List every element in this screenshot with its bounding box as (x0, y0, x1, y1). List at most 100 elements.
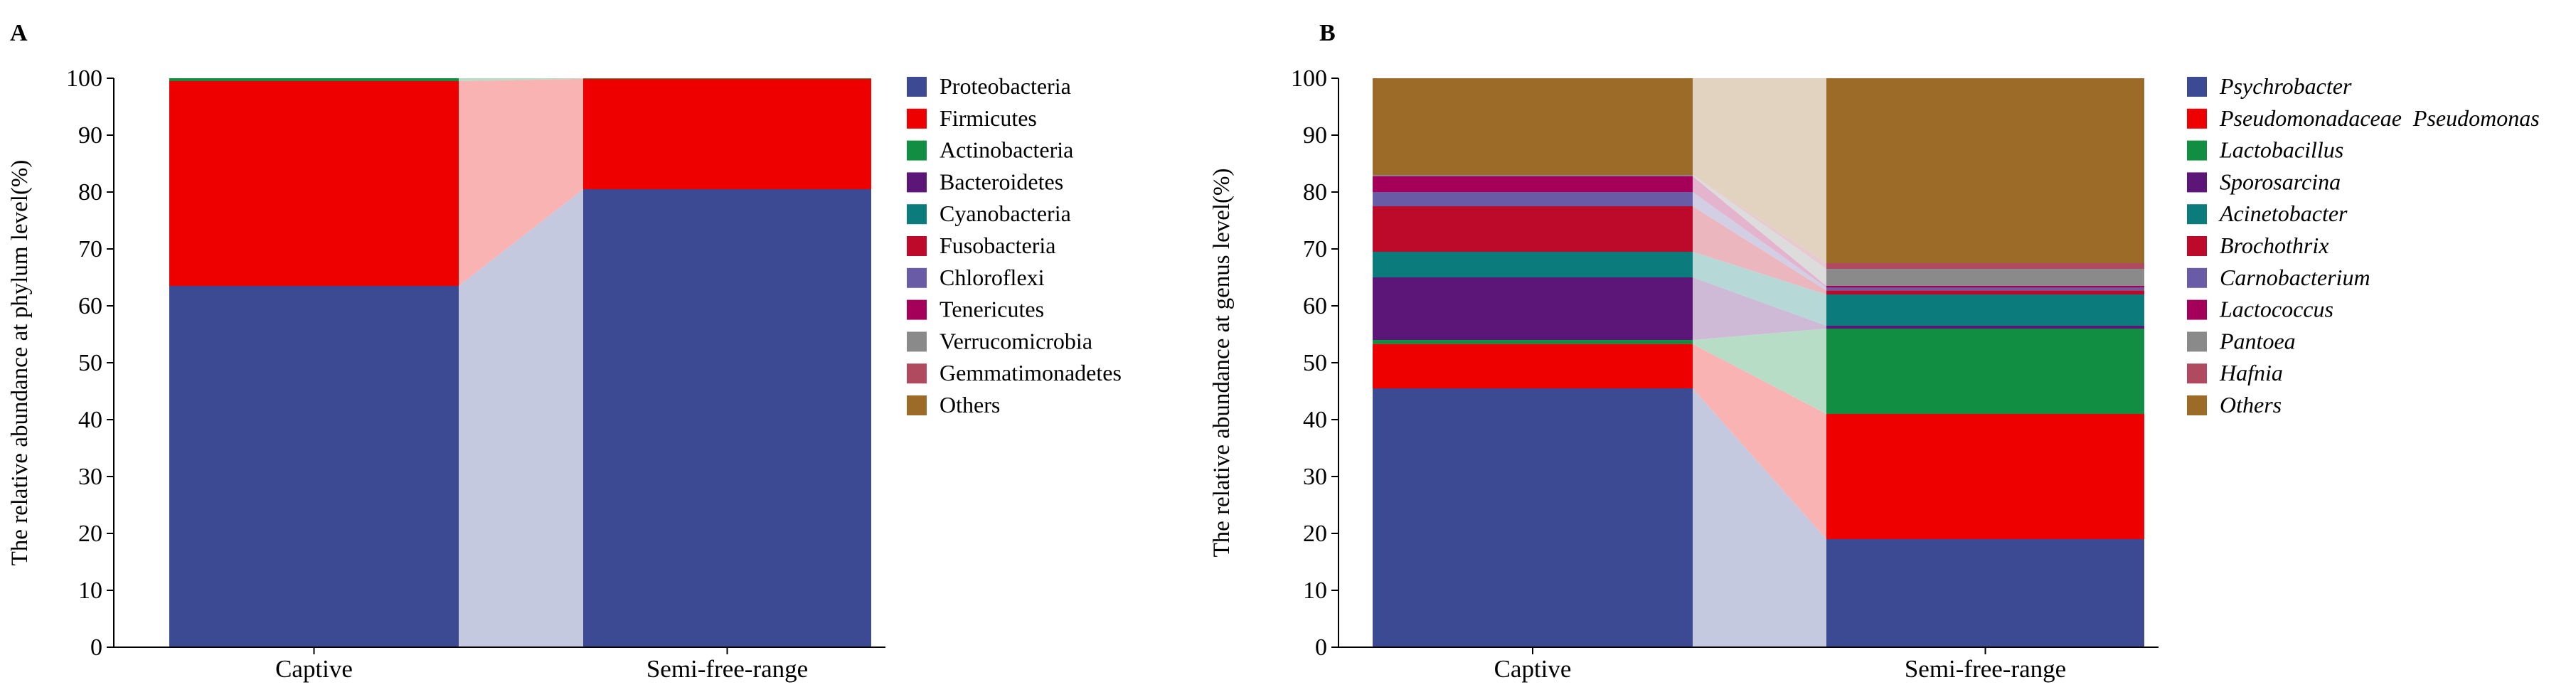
y-tick-label: 50 (1303, 350, 1327, 376)
legend-swatch-others (907, 395, 927, 415)
bar-segment-semi-free-range-acinetobacter (1826, 294, 2144, 326)
y-tick-label: 10 (1303, 578, 1327, 604)
y-tick-label: 40 (78, 407, 102, 433)
y-tick-label: 20 (78, 521, 102, 547)
bar-segment-captive-others (1373, 78, 1693, 175)
y-tick-label: 100 (1291, 65, 1327, 92)
legend-label-acinetobacter: Acinetobacter (2218, 201, 2348, 226)
chart-panel-a: A 0 10 20 30 40 50 60 70 80 90 100 Captive Semi-free-… (7, 20, 1122, 683)
y-tick-label: 90 (78, 122, 102, 149)
legend-swatch-psychrobacter (2187, 77, 2207, 97)
legend-label-bacteroidetes: Bacteroidetes (940, 169, 1063, 194)
legend-label-pseudomonadaceae-pseudomonas: Pseudomonadaceae Pseudomonas (2219, 105, 2540, 131)
legend-label-sporosarcina: Sporosarcina (2220, 169, 2341, 194)
legend: Proteobacteria Firmicutes Actinobacteria Ba… (907, 73, 1122, 417)
ribbon-psychrobacter (1693, 388, 1826, 647)
y-tick-label: 90 (1303, 122, 1327, 149)
chart-panel-b: B 0 10 20 30 40 50 60 70 80 90 100 Captive Semi-free-… (1209, 20, 2540, 683)
y-tick-label: 70 (1303, 236, 1327, 262)
bar-segment-semi-free-range-others (1826, 78, 2144, 263)
bar-segment-semi-free-range-brochothrix (1826, 290, 2144, 294)
ribbon-proteobacteria (459, 189, 583, 647)
y-tick-label: 0 (1315, 634, 1327, 661)
legend-label-firmicutes: Firmicutes (940, 105, 1037, 131)
legend-label-pantoea: Pantoea (2219, 328, 2296, 353)
bar-segment-captive-firmicutes (169, 81, 459, 286)
legend-swatch-lactococcus (2187, 299, 2207, 320)
y-tick-label: 70 (78, 236, 102, 262)
legend-swatch-acinetobacter (2187, 204, 2207, 225)
legend-label-lactococcus: Lactococcus (2219, 297, 2333, 322)
bar-segment-semi-free-range-proteobacteria (583, 189, 871, 647)
legend-swatch-tenericutes (907, 299, 927, 320)
legend-swatch-chloroflexi (907, 267, 927, 288)
bar-segment-captive-proteobacteria (169, 286, 459, 647)
y-tick-label: 80 (1303, 179, 1327, 206)
bar-segment-semi-free-range-psychrobacter (1826, 539, 2144, 647)
legend-swatch-lactobacillus (2187, 140, 2207, 161)
legend-swatch-sporosarcina (2187, 172, 2207, 193)
legend-label-psychrobacter: Psychrobacter (2219, 73, 2352, 99)
legend-swatch-actinobacteria (907, 140, 927, 161)
y-tick-label: 40 (1303, 407, 1327, 433)
bar-segment-captive-actinobacteria (169, 78, 459, 81)
y-tick-label: 30 (78, 464, 102, 490)
bar-segment-captive-brochothrix (1373, 206, 1693, 252)
legend-swatch-cyanobacteria (907, 204, 927, 225)
y-axis-label: The relative abundance at genus level(%) (1209, 169, 1235, 558)
y-tick-label: 0 (90, 634, 102, 661)
legend-swatch-pantoea (2187, 331, 2207, 352)
bar-segment-semi-free-range-pseudomonadaceae-pseudomonas (1826, 414, 2144, 539)
panel-letter: B (1319, 20, 1336, 46)
bar-segment-semi-free-range-sporosarcina (1826, 326, 2144, 329)
bar-segment-captive-psychrobacter (1373, 388, 1693, 647)
legend-swatch-hafnia (2187, 363, 2207, 384)
ribbon-acinetobacter (1693, 252, 1826, 326)
bar-segment-semi-free-range-lactococcus (1826, 286, 2144, 288)
ribbon-pantoea (1693, 175, 1826, 286)
y-tick-label: 60 (1303, 293, 1327, 319)
legend-label-lactobacillus: Lactobacillus (2219, 137, 2343, 163)
y-axis-label: The relative abundance at phylum level(%… (7, 160, 33, 566)
legend-swatch-others (2187, 395, 2207, 415)
legend-label-proteobacteria: Proteobacteria (940, 73, 1071, 99)
legend-swatch-proteobacteria (907, 77, 927, 97)
legend: Psychrobacter Pseudomonadaceae Pseudomona… (2187, 73, 2540, 417)
x-category-label: Captive (275, 655, 353, 683)
y-tick-label: 80 (78, 179, 102, 206)
legend-label-others: Others (940, 392, 1000, 417)
panel-letter: A (10, 20, 28, 46)
ribbon-lactobacillus (1693, 329, 1826, 414)
bar-segment-semi-free-range-actinobacteria (583, 78, 871, 79)
x-category-label: Semi-free-range (1905, 655, 2066, 683)
legend-swatch-brochothrix (2187, 236, 2207, 256)
legend-swatch-bacteroidetes (907, 172, 927, 193)
legend-label-verrucomicrobia: Verrucomicrobia (940, 328, 1092, 353)
legend-label-cyanobacteria: Cyanobacteria (940, 201, 1071, 226)
y-tick-label: 30 (1303, 464, 1327, 490)
y-tick-label: 10 (78, 578, 102, 604)
y-tick-label: 20 (1303, 521, 1327, 547)
x-category-label: Semi-free-range (646, 655, 808, 683)
legend-label-gemmatimonadetes: Gemmatimonadetes (940, 360, 1122, 385)
y-tick-label: 100 (66, 65, 102, 92)
legend-label-actinobacteria: Actinobacteria (940, 137, 1073, 163)
legend-label-others: Others (2220, 392, 2282, 417)
legend-swatch-fusobacteria (907, 236, 927, 256)
legend-label-carnobacterium: Carnobacterium (2220, 265, 2370, 290)
bar-segment-captive-pantoea (1373, 175, 1693, 176)
bar-segment-captive-lactobacillus (1373, 340, 1693, 344)
legend-swatch-verrucomicrobia (907, 331, 927, 352)
legend-label-tenericutes: Tenericutes (940, 297, 1044, 322)
bar-segment-semi-free-range-carnobacterium (1826, 287, 2144, 291)
legend-swatch-pseudomonadaceae-pseudomonas (2187, 108, 2207, 129)
ribbon-firmicutes (459, 78, 583, 287)
y-tick-label: 50 (78, 350, 102, 376)
bar-segment-captive-lactococcus (1373, 176, 1693, 192)
bar-segment-semi-free-range-lactobacillus (1826, 329, 2144, 414)
ribbon-sporosarcina (1693, 277, 1826, 340)
ribbon-hafnia (1693, 175, 1826, 269)
legend-label-fusobacteria: Fusobacteria (940, 233, 1056, 258)
bar-segment-captive-acinetobacter (1373, 252, 1693, 277)
